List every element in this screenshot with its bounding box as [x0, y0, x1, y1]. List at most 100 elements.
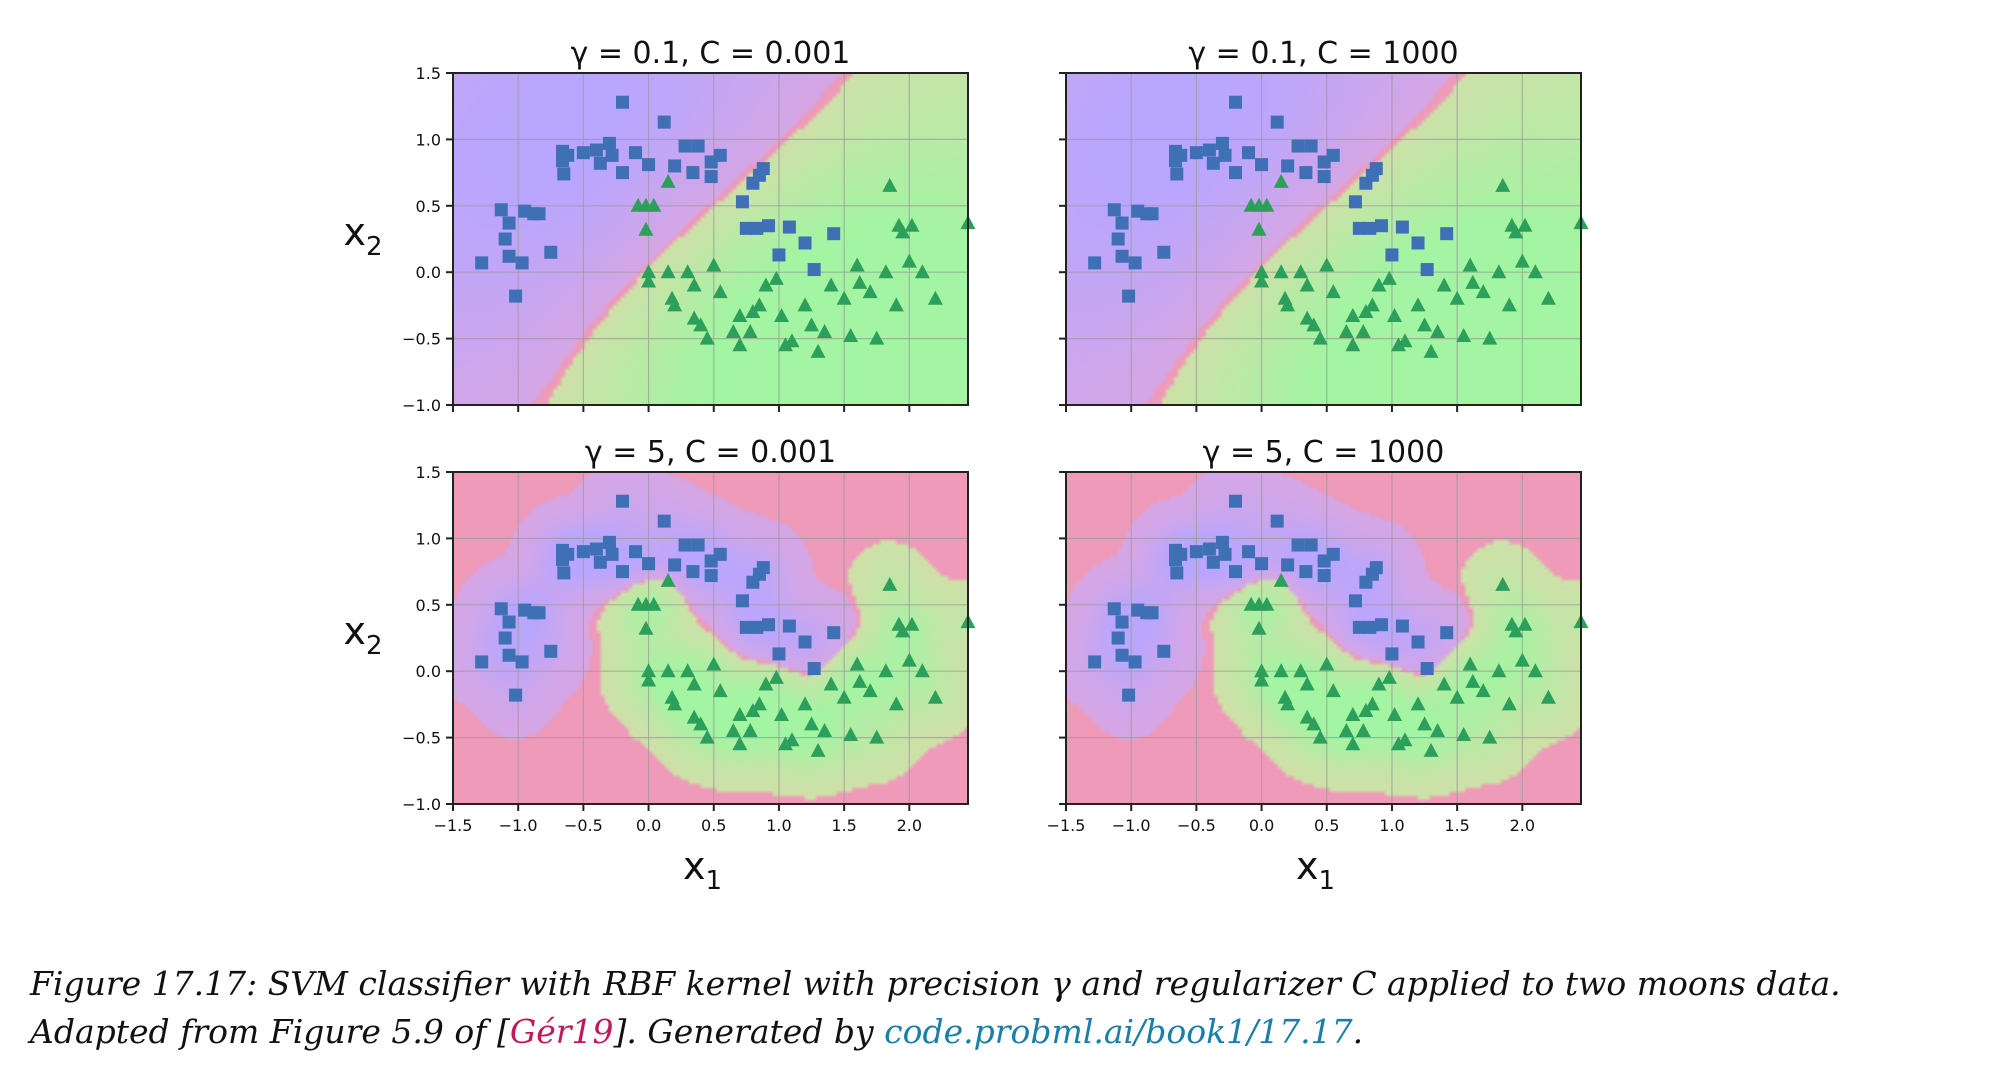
class1-triangle	[1254, 264, 1270, 279]
class1-triangle	[1306, 317, 1322, 332]
class0-square	[1375, 618, 1389, 632]
y-tick-label: 1.0	[416, 529, 441, 548]
class0-square	[798, 236, 812, 250]
class1-triangle	[1251, 221, 1267, 236]
x-axis-label: x1	[1296, 844, 1335, 896]
class1-triangle	[1540, 290, 1556, 305]
class0-square	[691, 139, 705, 153]
class0-square	[1395, 220, 1409, 234]
class1-triangle	[1475, 284, 1491, 299]
class1-triangle	[1345, 707, 1361, 722]
class0-square	[1299, 166, 1313, 180]
panel-title: γ = 0.1, C = 1000	[1188, 36, 1458, 71]
class0-square	[739, 221, 753, 235]
class1-triangle	[725, 323, 741, 338]
panel-title: γ = 0.1, C = 0.001	[571, 36, 851, 71]
class0-square	[1218, 547, 1232, 561]
class0-square	[1352, 620, 1366, 634]
class1-triangle	[1280, 696, 1296, 711]
class0-square	[1145, 207, 1159, 221]
class1-triangle	[882, 576, 898, 591]
class0-square	[827, 227, 841, 241]
class1-triangle	[680, 663, 696, 678]
class1-triangle	[1345, 736, 1361, 751]
class0-square	[827, 626, 841, 640]
class1-triangle	[1364, 696, 1380, 711]
class0-square	[1291, 538, 1305, 552]
class1-triangle	[1273, 663, 1289, 678]
code-link[interactable]: code.probml.ai/book1/17.17	[884, 1012, 1353, 1051]
class1-triangle	[751, 297, 767, 312]
class1-triangle	[804, 716, 820, 731]
y-axis-label: x2	[343, 210, 382, 262]
class1-triangle	[1325, 284, 1341, 299]
panel-title: γ = 5, C = 0.001	[585, 435, 836, 470]
class0-square	[1395, 619, 1409, 633]
class0-square	[593, 555, 607, 569]
class0-square	[1255, 557, 1269, 571]
class0-square	[772, 647, 786, 661]
class1-triangle	[686, 277, 702, 292]
class1-triangle	[680, 264, 696, 279]
class1-triangle	[1254, 273, 1270, 288]
class0-square	[532, 606, 546, 620]
class0-square	[1189, 146, 1203, 160]
class1-triangle	[1299, 709, 1315, 724]
class0-square	[494, 602, 508, 616]
class0-square	[515, 655, 529, 669]
class1-triangle	[1397, 333, 1413, 348]
class1-triangle	[1449, 689, 1465, 704]
class0-square	[798, 635, 812, 649]
class1-triangle	[823, 676, 839, 691]
class0-square	[532, 207, 546, 221]
class0-square	[762, 618, 776, 632]
class0-square	[1363, 620, 1377, 634]
class1-triangle	[1293, 264, 1309, 279]
class0-square	[1228, 95, 1242, 109]
class1-triangle	[686, 709, 702, 724]
class1-triangle	[768, 270, 784, 285]
class0-square	[502, 615, 516, 629]
class0-square	[1157, 644, 1171, 658]
class1-triangle	[901, 253, 917, 268]
class1-triangle	[1482, 729, 1498, 744]
class1-triangle	[1355, 323, 1371, 338]
class0-square	[544, 245, 558, 259]
figure-caption: Figure 17.17: SVM classifier with RBF ke…	[30, 960, 1990, 1056]
class0-square	[1375, 219, 1389, 233]
class0-square	[615, 494, 629, 508]
class0-square	[509, 289, 523, 303]
y-tick-label: 0.0	[416, 263, 441, 282]
class0-square	[557, 167, 571, 181]
class0-square	[589, 143, 603, 157]
class1-triangle	[1259, 197, 1275, 212]
class1-triangle	[895, 623, 911, 638]
class1-triangle	[927, 290, 943, 305]
y-tick-label: 1.0	[416, 130, 441, 149]
panel-title: γ = 5, C = 1000	[1203, 435, 1445, 470]
caption-line-1: Figure 17.17: SVM classifier with RBF ke…	[30, 964, 1841, 1003]
class0-square	[602, 136, 616, 150]
class1-triangle	[1423, 742, 1439, 757]
class0-square	[1128, 256, 1142, 270]
class0-square	[1326, 148, 1340, 162]
class1-triangle	[1410, 696, 1426, 711]
class0-square	[1107, 203, 1121, 217]
class0-square	[544, 644, 558, 658]
class0-square	[704, 170, 718, 184]
citation-link[interactable]: Gér19	[509, 1012, 614, 1051]
x-tick-label: 2.0	[897, 816, 922, 835]
class1-triangle	[1381, 669, 1397, 684]
class0-square	[1352, 221, 1366, 235]
class0-square	[615, 166, 629, 180]
class0-square	[1206, 156, 1220, 170]
class1-triangle	[836, 689, 852, 704]
class1-triangle	[1495, 177, 1511, 192]
class1-triangle	[888, 696, 904, 711]
class1-triangle	[1254, 663, 1270, 678]
class1-triangle	[777, 337, 793, 352]
class1-triangle	[1495, 576, 1511, 591]
class1-triangle	[1423, 343, 1439, 358]
class0-square	[657, 115, 671, 129]
class1-triangle	[1462, 257, 1478, 272]
